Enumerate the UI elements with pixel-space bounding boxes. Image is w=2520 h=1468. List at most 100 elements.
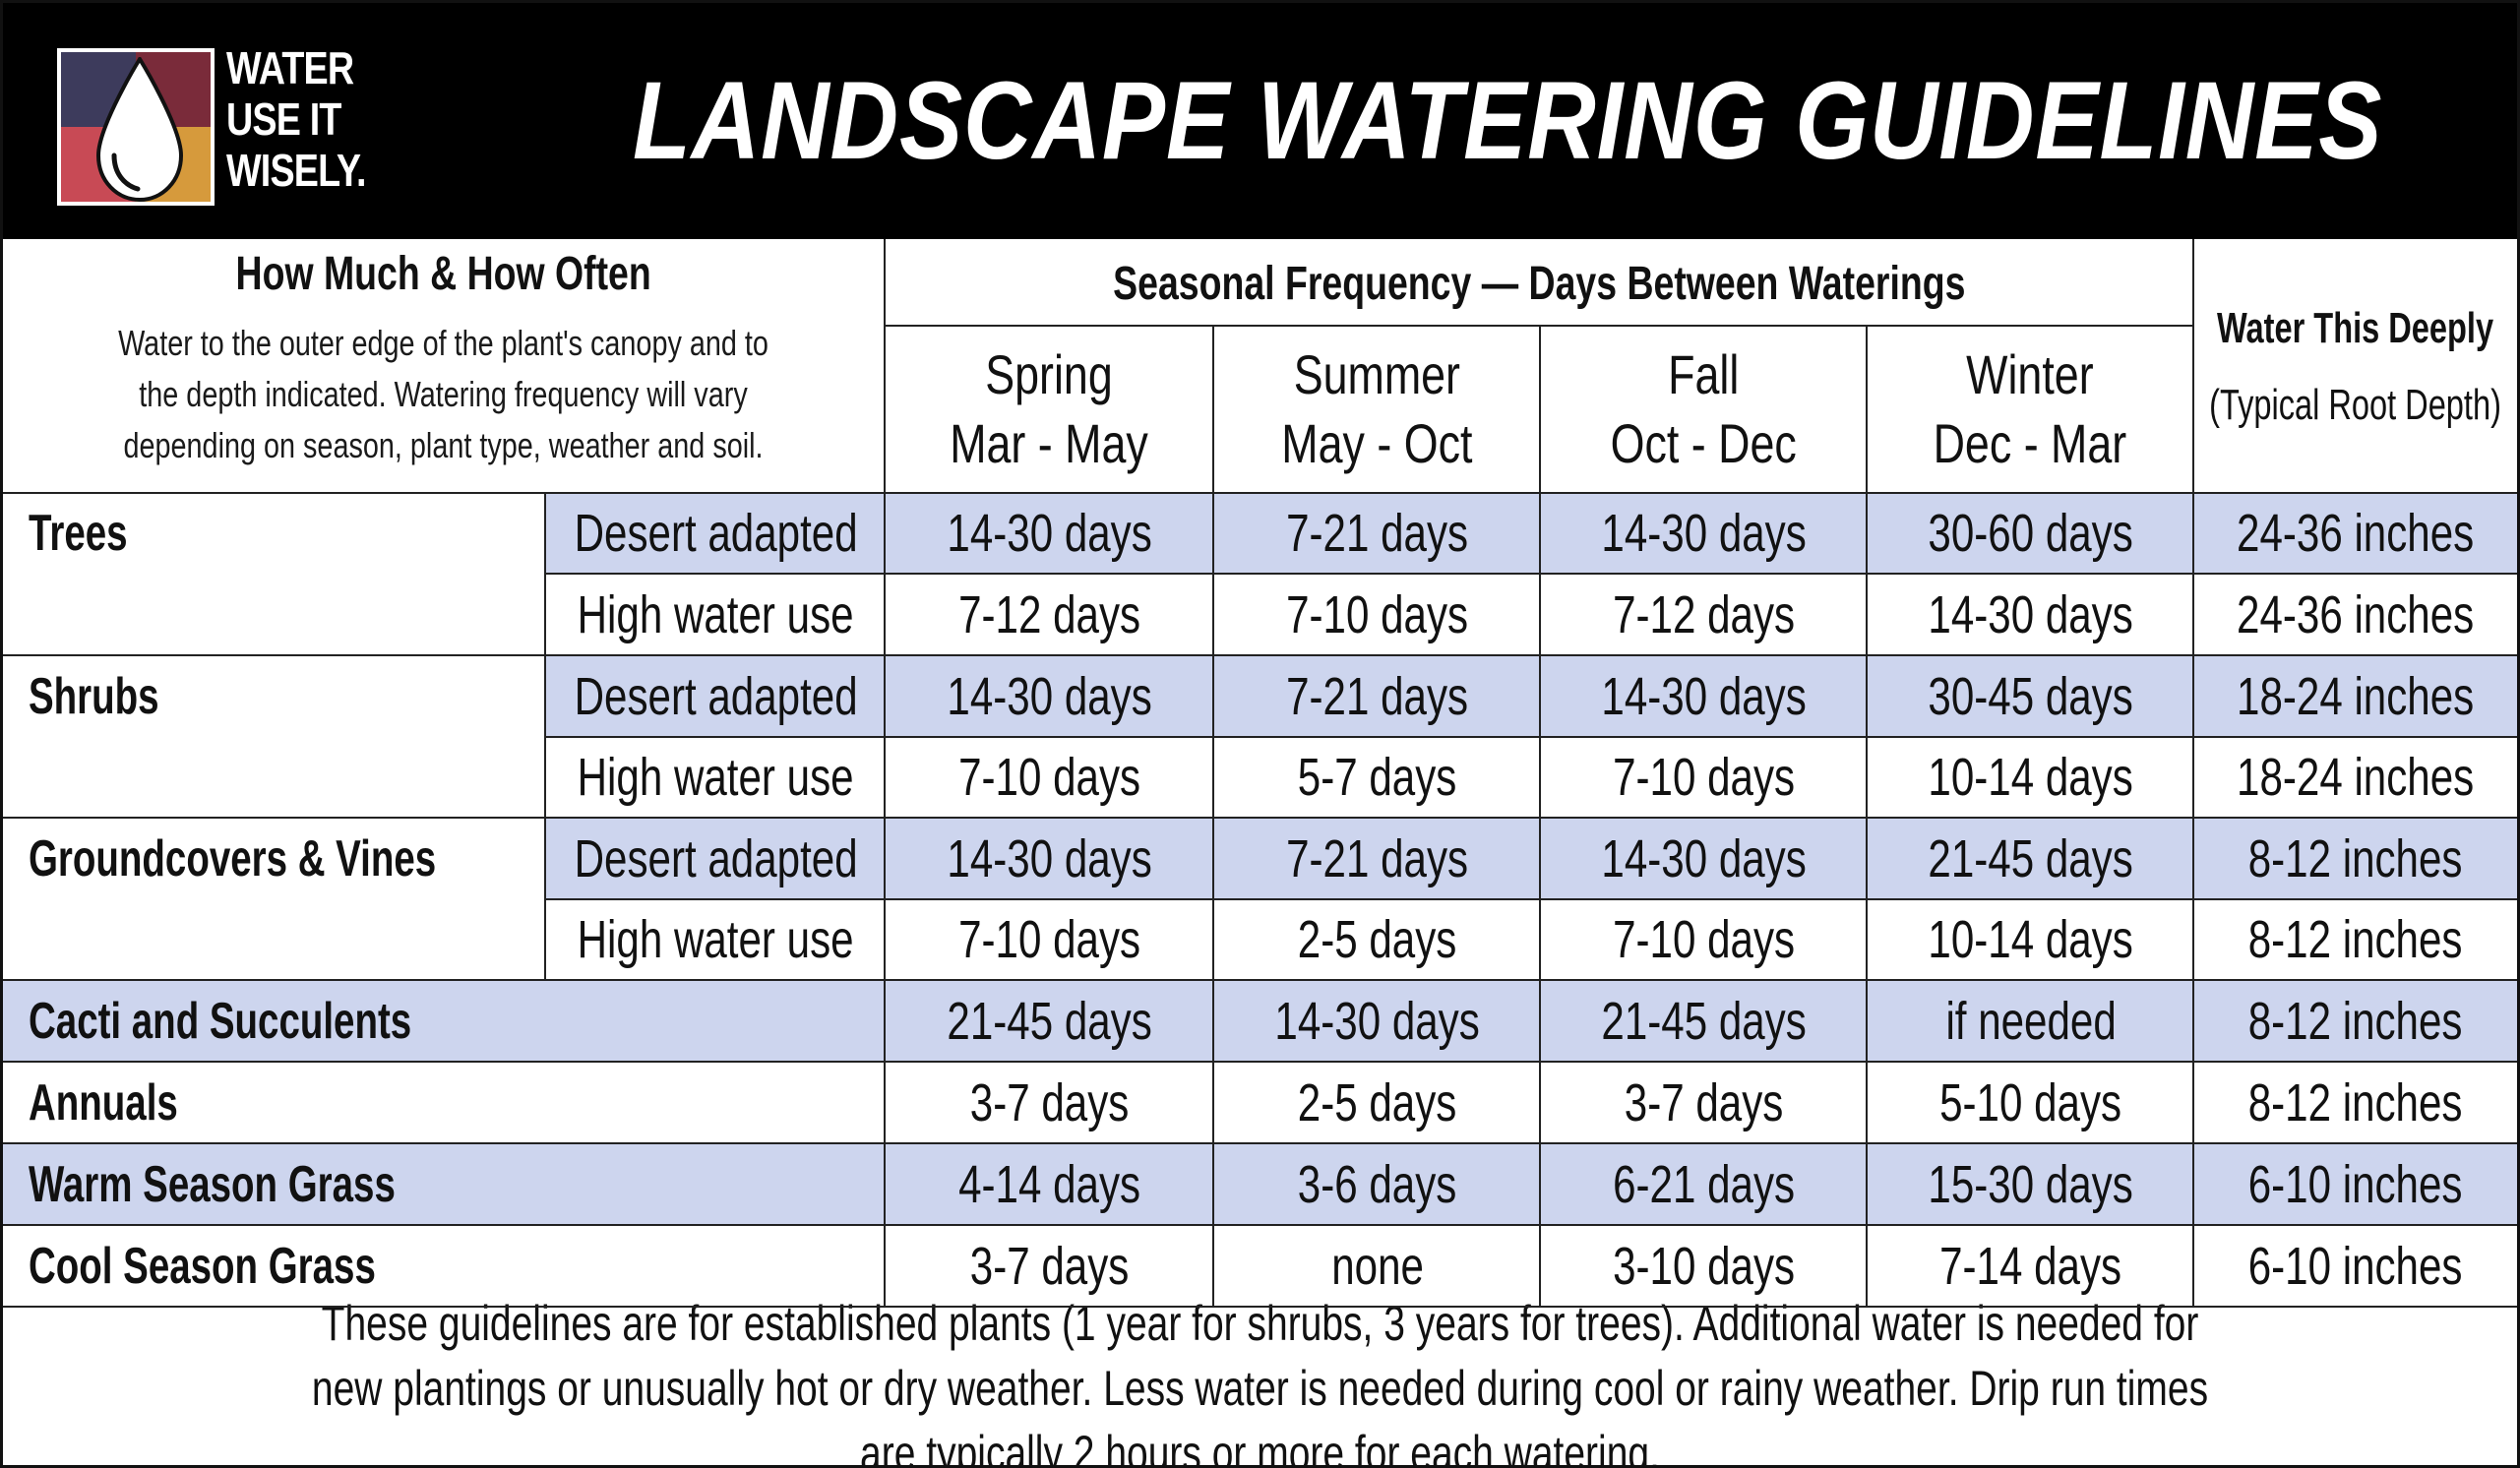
plant-label-cell: Trees xyxy=(3,493,546,574)
spring-value: 3-7 days xyxy=(970,1072,1130,1132)
water-use-it-wisely-logo: WATER USE IT WISELY. xyxy=(57,40,372,208)
plant-label: Cool Season Grass xyxy=(29,1237,376,1295)
fall-value-cell: 14-30 days xyxy=(1541,655,1868,737)
fall-value: 3-7 days xyxy=(1625,1072,1784,1132)
depth-value-cell: 18-24 inches xyxy=(2194,737,2517,818)
winter-value: 14-30 days xyxy=(1928,584,2134,644)
winter-value-cell: 14-30 days xyxy=(1868,574,2194,655)
summer-value: 7-21 days xyxy=(1286,504,1469,563)
winter-value: 10-14 days xyxy=(1928,748,2134,807)
row-shade xyxy=(3,1143,2517,1225)
summer-value-cell: 2-5 days xyxy=(1214,899,1541,980)
spring-value: 14-30 days xyxy=(947,828,1153,888)
winter-value: 15-30 days xyxy=(1928,1154,2134,1214)
spring-value: 14-30 days xyxy=(947,504,1153,563)
spring-value-cell: 3-7 days xyxy=(886,1062,1214,1143)
depth-value: 24-36 inches xyxy=(2237,584,2475,644)
logo-line-3: WISELY. xyxy=(226,145,367,196)
fall-value-cell: 7-10 days xyxy=(1541,899,1868,980)
depth-value: 8-12 inches xyxy=(2248,991,2463,1051)
footnote-cell: These guidelines are for established pla… xyxy=(23,1296,2497,1468)
plant-type: High water use xyxy=(578,910,854,969)
grid-line xyxy=(2192,239,2194,1307)
grid-line xyxy=(3,654,2517,656)
grid-line xyxy=(3,1142,2517,1144)
page-title: LANDSCAPE WATERING GUIDELINES xyxy=(633,59,2383,182)
summer-value: 14-30 days xyxy=(1274,991,1481,1051)
depth-value: 24-36 inches xyxy=(2237,504,2475,563)
grid-line xyxy=(884,239,886,1307)
summer-value: 2-5 days xyxy=(1298,910,1457,969)
spring-value-cell: 14-30 days xyxy=(886,655,1214,737)
grid-line xyxy=(3,1306,2517,1308)
fall-value-cell: 7-12 days xyxy=(1541,574,1868,655)
winter-value: 5-10 days xyxy=(1939,1072,2122,1132)
grid-line xyxy=(3,1061,2517,1063)
fall-value-cell: 14-30 days xyxy=(1541,818,1868,899)
season-summer-cell: Summer May - Oct xyxy=(1214,327,1539,492)
depth-value-cell: 24-36 inches xyxy=(2194,574,2517,655)
how-much-text: Water to the outer edge of the plant's c… xyxy=(118,323,768,465)
season-fall-cell: Fall Oct - Dec xyxy=(1541,327,1866,492)
summer-value-cell: 7-21 days xyxy=(1214,818,1541,899)
plant-label: Groundcovers & Vines xyxy=(29,829,437,887)
summer-value: 2-5 days xyxy=(1298,1072,1457,1132)
logo-wordmark: WATER USE IT WISELY. xyxy=(226,42,367,196)
plant-type-cell: Desert adapted xyxy=(546,493,886,574)
season-spring-name: Spring xyxy=(985,343,1113,405)
fall-value: 6-21 days xyxy=(1613,1154,1796,1214)
season-summer-name: Summer xyxy=(1293,343,1460,405)
plant-label-cell: Warm Season Grass xyxy=(3,1143,886,1225)
depth-value-cell: 6-10 inches xyxy=(2194,1225,2517,1307)
row-shade xyxy=(546,493,2517,574)
how-much-text-cell: Water to the outer edge of the plant's c… xyxy=(23,316,864,473)
summer-value-cell: 7-21 days xyxy=(1214,655,1541,737)
summer-value-cell: 3-6 days xyxy=(1214,1143,1541,1225)
winter-value-cell: 30-60 days xyxy=(1868,493,2194,574)
fall-value: 21-45 days xyxy=(1601,991,1808,1051)
depth-value: 18-24 inches xyxy=(2237,748,2475,807)
logo-box xyxy=(57,48,215,206)
depth-value-cell: 24-36 inches xyxy=(2194,493,2517,574)
fall-value: 7-10 days xyxy=(1613,748,1796,807)
fall-value-cell: 7-10 days xyxy=(1541,737,1868,818)
seasonal-title-cell: Seasonal Frequency — Days Between Wateri… xyxy=(886,242,2192,325)
plant-label-cell: Shrubs xyxy=(3,655,546,737)
plant-type: Desert adapted xyxy=(574,504,858,563)
grid-line xyxy=(546,573,2517,575)
spring-value: 7-10 days xyxy=(958,910,1141,969)
plant-type: High water use xyxy=(578,584,854,644)
depth-value-cell: 8-12 inches xyxy=(2194,899,2517,980)
plant-type: High water use xyxy=(578,748,854,807)
season-fall-name: Fall xyxy=(1667,343,1740,405)
spring-value-cell: 7-10 days xyxy=(886,899,1214,980)
spring-value-cell: 14-30 days xyxy=(886,818,1214,899)
winter-value: if needed xyxy=(1945,991,2117,1051)
summer-value-cell: 7-10 days xyxy=(1214,574,1541,655)
summer-value: 3-6 days xyxy=(1298,1154,1457,1214)
season-winter-months: Dec - Mar xyxy=(1933,412,2127,474)
plant-label-cell: Cool Season Grass xyxy=(3,1225,886,1307)
depth-value: 6-10 inches xyxy=(2248,1236,2463,1296)
grid-line xyxy=(1539,325,1541,1307)
fall-value-cell: 14-30 days xyxy=(1541,493,1868,574)
depth-value: 8-12 inches xyxy=(2248,910,2463,969)
spring-value-cell: 3-7 days xyxy=(886,1225,1214,1307)
winter-value: 21-45 days xyxy=(1928,828,2134,888)
spring-value-cell: 4-14 days xyxy=(886,1143,1214,1225)
winter-value: 30-45 days xyxy=(1928,666,2134,726)
depth-value-cell: 18-24 inches xyxy=(2194,655,2517,737)
logo-line-1: WATER xyxy=(226,42,354,93)
depth-value-cell: 8-12 inches xyxy=(2194,818,2517,899)
plant-type-cell: Desert adapted xyxy=(546,655,886,737)
season-spring-cell: Spring Mar - May xyxy=(886,327,1212,492)
summer-value-cell: none xyxy=(1214,1225,1541,1307)
water-drop-icon xyxy=(95,57,184,202)
winter-value: 30-60 days xyxy=(1928,504,2134,563)
season-spring-months: Mar - May xyxy=(950,412,1148,474)
spring-value-cell: 7-10 days xyxy=(886,737,1214,818)
summer-value-cell: 5-7 days xyxy=(1214,737,1541,818)
season-winter-name: Winter xyxy=(1966,343,2094,405)
summer-value: 5-7 days xyxy=(1298,748,1457,807)
winter-value-cell: 7-14 days xyxy=(1868,1225,2194,1307)
